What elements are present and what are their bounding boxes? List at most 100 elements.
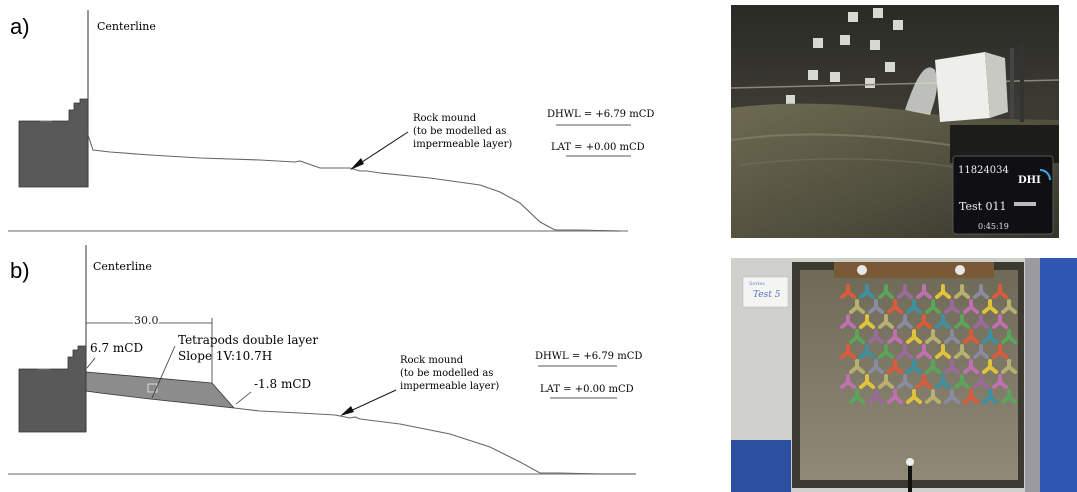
- panel-b-lat: LAT = +0.00 mCD: [540, 384, 634, 395]
- tetrapod: [878, 284, 894, 299]
- tetrapod: [992, 284, 1008, 299]
- tetrapod: [849, 299, 865, 314]
- panel-b-dhwl: DHWL = +6.79 mCD: [535, 351, 642, 362]
- tetrapod: [868, 359, 884, 374]
- tetrapod: [925, 329, 941, 344]
- tetrapod: [973, 314, 989, 329]
- tetrapod: [840, 344, 856, 359]
- photo-a-monitor: [952, 155, 1054, 235]
- tetrapod: [859, 314, 875, 329]
- tetrapod: [906, 299, 922, 314]
- photo-b-blue-base: [731, 440, 791, 492]
- panel-b-letter: b): [10, 258, 30, 283]
- panel-b-seabed-profile: [233, 407, 636, 475]
- panel-a-lat: LAT = +0.00 mCD: [551, 142, 645, 153]
- tetrapod: [982, 299, 998, 314]
- tetrapod: [954, 284, 970, 299]
- panel-b-tetrapod-marker: [147, 383, 158, 393]
- tetrapod: [916, 284, 932, 299]
- tetrapod: [840, 284, 856, 299]
- panel-b-toe-leader: [235, 391, 252, 405]
- photo-b-card: [742, 276, 789, 308]
- tetrapod: [982, 389, 998, 404]
- tetrapod: [935, 284, 951, 299]
- tetrapod: [868, 329, 884, 344]
- tetrapod: [925, 389, 941, 404]
- tetrapod: [897, 314, 913, 329]
- photo-a-splash: [905, 67, 938, 115]
- tetrapod: [849, 359, 865, 374]
- panel-a-seawall: [18, 98, 89, 188]
- photo-b-wood-bar: [834, 262, 994, 278]
- tetrapod: [897, 344, 913, 359]
- panel-b-crest-leader: [86, 357, 96, 369]
- tetrapod: [925, 299, 941, 314]
- panel-b-dimension-label: 30.0: [134, 314, 159, 327]
- tetrapod: [944, 329, 960, 344]
- tetrapod: [982, 329, 998, 344]
- tetrapod: [868, 389, 884, 404]
- panel-b-arrowhead: [340, 406, 354, 416]
- tetrapod: [992, 344, 1008, 359]
- photo-a-targets: [786, 8, 903, 104]
- panel-b-arrow: [345, 389, 397, 414]
- tetrapod: [1001, 299, 1017, 314]
- tetrapod: [954, 314, 970, 329]
- tetrapod: [916, 314, 932, 329]
- tetrapod: [935, 374, 951, 389]
- tetrapod: [954, 374, 970, 389]
- photo-a-model: [935, 52, 990, 122]
- panel-a-rock-mound-label: Rock mound (to be modelled as impermeabl…: [413, 113, 512, 150]
- tetrapod: [963, 329, 979, 344]
- tetrapod: [944, 389, 960, 404]
- tetrapod: [963, 299, 979, 314]
- panel-a: a) Centerline Rock mound (to be modelled…: [8, 10, 654, 232]
- tetrapod: [887, 329, 903, 344]
- tetrapod: [859, 374, 875, 389]
- tetrapod: [897, 374, 913, 389]
- panel-a-arrowhead: [350, 158, 364, 170]
- tetrapod: [992, 374, 1008, 389]
- photo-a-logo-arc: [1039, 169, 1051, 181]
- tetrapod: [906, 389, 922, 404]
- tetrapod: [935, 344, 951, 359]
- tetrapod: [944, 299, 960, 314]
- photo-a-test-label: Test 011: [959, 200, 1007, 213]
- panel-b-tetrapod-label: Tetrapods double layer Slope 1V:10.7H: [178, 333, 322, 363]
- photo-a-counter: 11824034: [958, 165, 1009, 176]
- photo-b-card-small: Series: [749, 281, 765, 287]
- panel-a-arrow: [355, 131, 409, 167]
- tetrapod: [973, 284, 989, 299]
- tetrapod: [963, 359, 979, 374]
- photo-b-tetrapods: [840, 284, 1017, 404]
- photo-a-time: 0:45:19: [978, 222, 1009, 231]
- photo-b-rod: [908, 462, 912, 492]
- tetrapod: [1001, 359, 1017, 374]
- tetrapod: [944, 359, 960, 374]
- tetrapod: [954, 344, 970, 359]
- tetrapod: [963, 389, 979, 404]
- tetrapod: [840, 314, 856, 329]
- tetrapod: [982, 359, 998, 374]
- panel-a-centerline-label: Centerline: [97, 20, 156, 33]
- tetrapod: [935, 314, 951, 329]
- tetrapod: [868, 299, 884, 314]
- panel-a-seabed-profile: [87, 134, 621, 232]
- tetrapod: [878, 374, 894, 389]
- tetrapod: [859, 284, 875, 299]
- tetrapod: [906, 329, 922, 344]
- tetrapod: [887, 359, 903, 374]
- panel-a-dhwl: DHWL = +6.79 mCD: [547, 109, 654, 120]
- tetrapod: [973, 344, 989, 359]
- tetrapod: [906, 359, 922, 374]
- panel-b-crest-level: 6.7 mCD: [90, 341, 143, 355]
- tetrapod: [897, 284, 913, 299]
- tetrapod: [887, 389, 903, 404]
- panel-b-toe-level: -1.8 mCD: [254, 377, 311, 391]
- tetrapod: [859, 344, 875, 359]
- photo-b-card-title: Test 5: [753, 290, 781, 300]
- panel-b-rock-mound-label: Rock mound (to be modelled as impermeabl…: [400, 355, 499, 392]
- tetrapod: [840, 374, 856, 389]
